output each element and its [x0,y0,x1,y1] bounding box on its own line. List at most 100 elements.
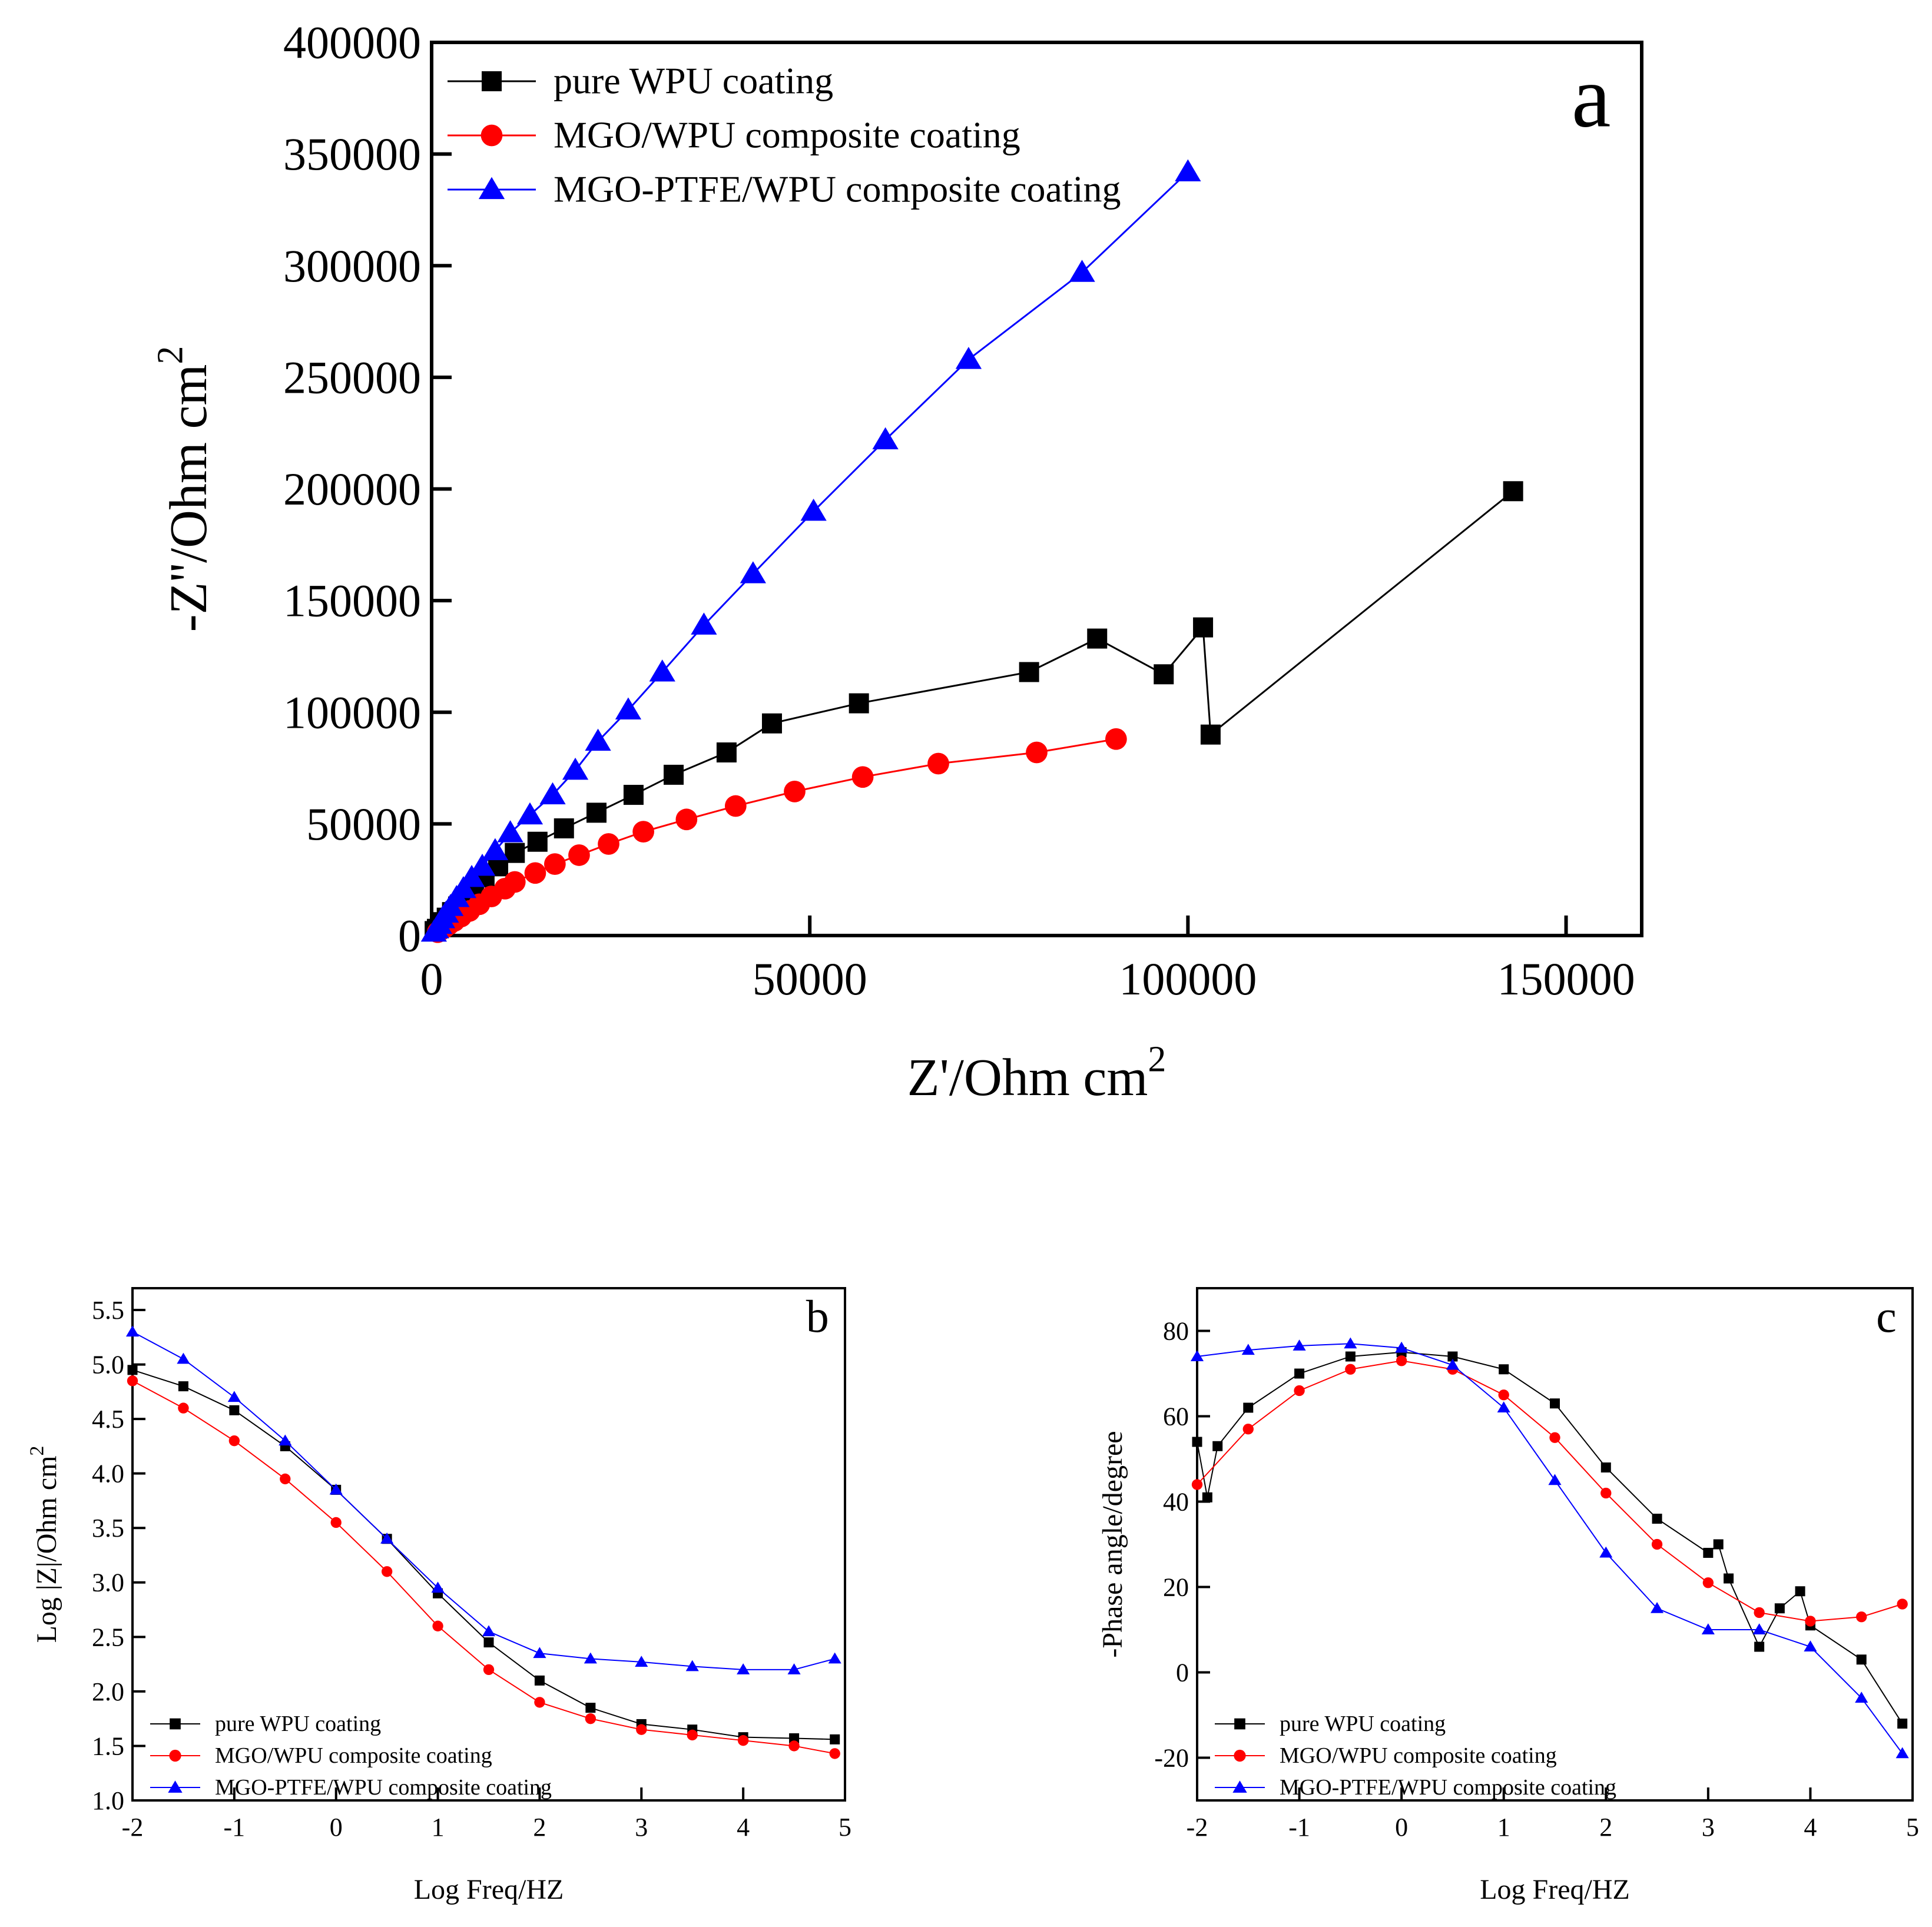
data-point-ptfe [1752,1623,1766,1635]
y-tick-label: 150000 [283,575,421,626]
data-point-pure [1600,1462,1611,1472]
x-tick-label: 3 [1702,1813,1715,1842]
y-tick-label: 20 [1163,1573,1189,1601]
data-point-pure [1499,1364,1509,1375]
x-tick-label: 150000 [1497,953,1635,1004]
legend-marker-ptfe [1232,1780,1247,1793]
y-axis-label: -Phase angle/degree [1097,1431,1128,1657]
legend: pure WPU coating MGO/WPU composite coatin… [1215,1712,1616,1800]
data-point-ptfe [482,838,509,860]
data-point-ptfe [1175,159,1201,182]
data-point-ptfe [450,875,477,898]
data-point-ptfe [539,782,566,805]
data-point-pure [1550,1398,1560,1409]
data-point-pure [789,1733,800,1743]
data-point-mgo [1549,1432,1560,1443]
series-line-ptfe [1197,1343,1903,1754]
data-point-ptfe [1855,1691,1868,1703]
legend-marker-mgo [169,1749,181,1762]
data-point-ptfe [800,499,827,521]
panel-label: a [1572,48,1611,146]
data-point-mgo [432,1620,443,1632]
y-tick-label: 4.0 [92,1460,124,1488]
data-point-pure [483,1637,494,1648]
data-point-ptfe [585,728,611,751]
data-point-ptfe [1548,1474,1562,1485]
series-line-pure [434,490,1514,932]
data-point-mgo [524,862,546,884]
legend-marker-mgo [480,124,503,147]
y-tick-label: 1.5 [92,1732,124,1760]
legend-label-pure: pure WPU coating [554,59,833,101]
y-tick-label: 40 [1163,1487,1189,1516]
x-axis-label: Z'/Ohm cm2 [907,1040,1167,1107]
data-point-pure [527,831,548,852]
plot-frame [131,1287,846,1802]
x-tick-label: 2 [1599,1813,1612,1842]
data-point-ptfe [431,1581,445,1593]
data-point-mgo [534,1697,545,1708]
data-point-pure [1774,1603,1785,1614]
data-point-ptfe [1497,1401,1510,1413]
data-point-pure [664,764,684,785]
data-point-mgo [330,1517,342,1528]
data-point-mgo [632,821,654,843]
data-point-mgo [851,766,874,788]
data-point-ptfe [469,854,496,876]
data-point-ptfe [740,561,766,583]
data-point-mgo [1856,1611,1867,1623]
data-point-pure [1447,1351,1458,1362]
data-point-pure [1212,1441,1223,1451]
y-tick-label: 50000 [306,798,421,850]
data-point-pure [849,693,869,714]
y-tick-label: 0 [1176,1658,1189,1687]
panel-label: c [1876,1291,1897,1342]
data-point-pure [1193,617,1214,638]
x-tick-label: 3 [635,1813,648,1842]
y-tick-label: 3.5 [92,1514,124,1543]
data-point-ptfe [635,1656,648,1667]
data-point-mgo [1754,1607,1765,1618]
y-tick-label: -20 [1154,1743,1189,1772]
data-point-pure [229,1405,240,1415]
data-point-mgo [1191,1479,1203,1490]
data-point-ptfe [227,1391,241,1402]
legend-label-pure: pure WPU coating [1280,1712,1446,1736]
data-point-ptfe [691,612,717,635]
data-point-pure [1019,662,1039,682]
data-point-pure [1503,481,1523,502]
data-point-ptfe [1293,1339,1306,1351]
y-tick-label: 300000 [283,240,421,291]
legend-marker-ptfe [168,1780,183,1793]
data-point-ptfe [1599,1546,1613,1558]
data-point-mgo [636,1724,647,1735]
data-point-mgo [1702,1577,1714,1588]
data-point-pure [1154,664,1174,685]
x-tick-label: 5 [1906,1813,1919,1842]
data-point-ptfe [872,427,899,450]
y-tick-label: 400000 [283,17,421,68]
data-point-pure [1795,1586,1805,1597]
legend-label-mgo: MGO/WPU composite coating [1280,1743,1557,1768]
data-point-pure [1087,628,1108,649]
data-point-pure [830,1734,840,1744]
data-point-ptfe [584,1652,597,1664]
y-tick-label: 100000 [283,686,421,738]
data-point-mgo [675,808,698,831]
data-point-pure [1192,1437,1202,1447]
legend-marker-pure [170,1718,181,1730]
panel-label: b [806,1291,829,1342]
y-tick-label: 0 [398,910,421,961]
data-point-pure [716,742,737,763]
data-point-pure [1703,1548,1714,1558]
data-point-ptfe [516,802,544,825]
data-point-pure [1202,1492,1212,1503]
data-point-pure [1856,1654,1867,1665]
x-tick-label: 0 [420,953,443,1004]
legend: pure WPU coating MGO/WPU composite coatin… [150,1712,552,1800]
y-axis-label: -Z''/Ohm cm2 [151,346,218,632]
legend: pure WPU coating MGO/WPU composite coatin… [448,59,1121,210]
series-line-pure [132,1369,835,1740]
data-point-pure [554,818,574,838]
legend-label-ptfe: MGO-PTFE/WPU composite coating [215,1775,552,1800]
